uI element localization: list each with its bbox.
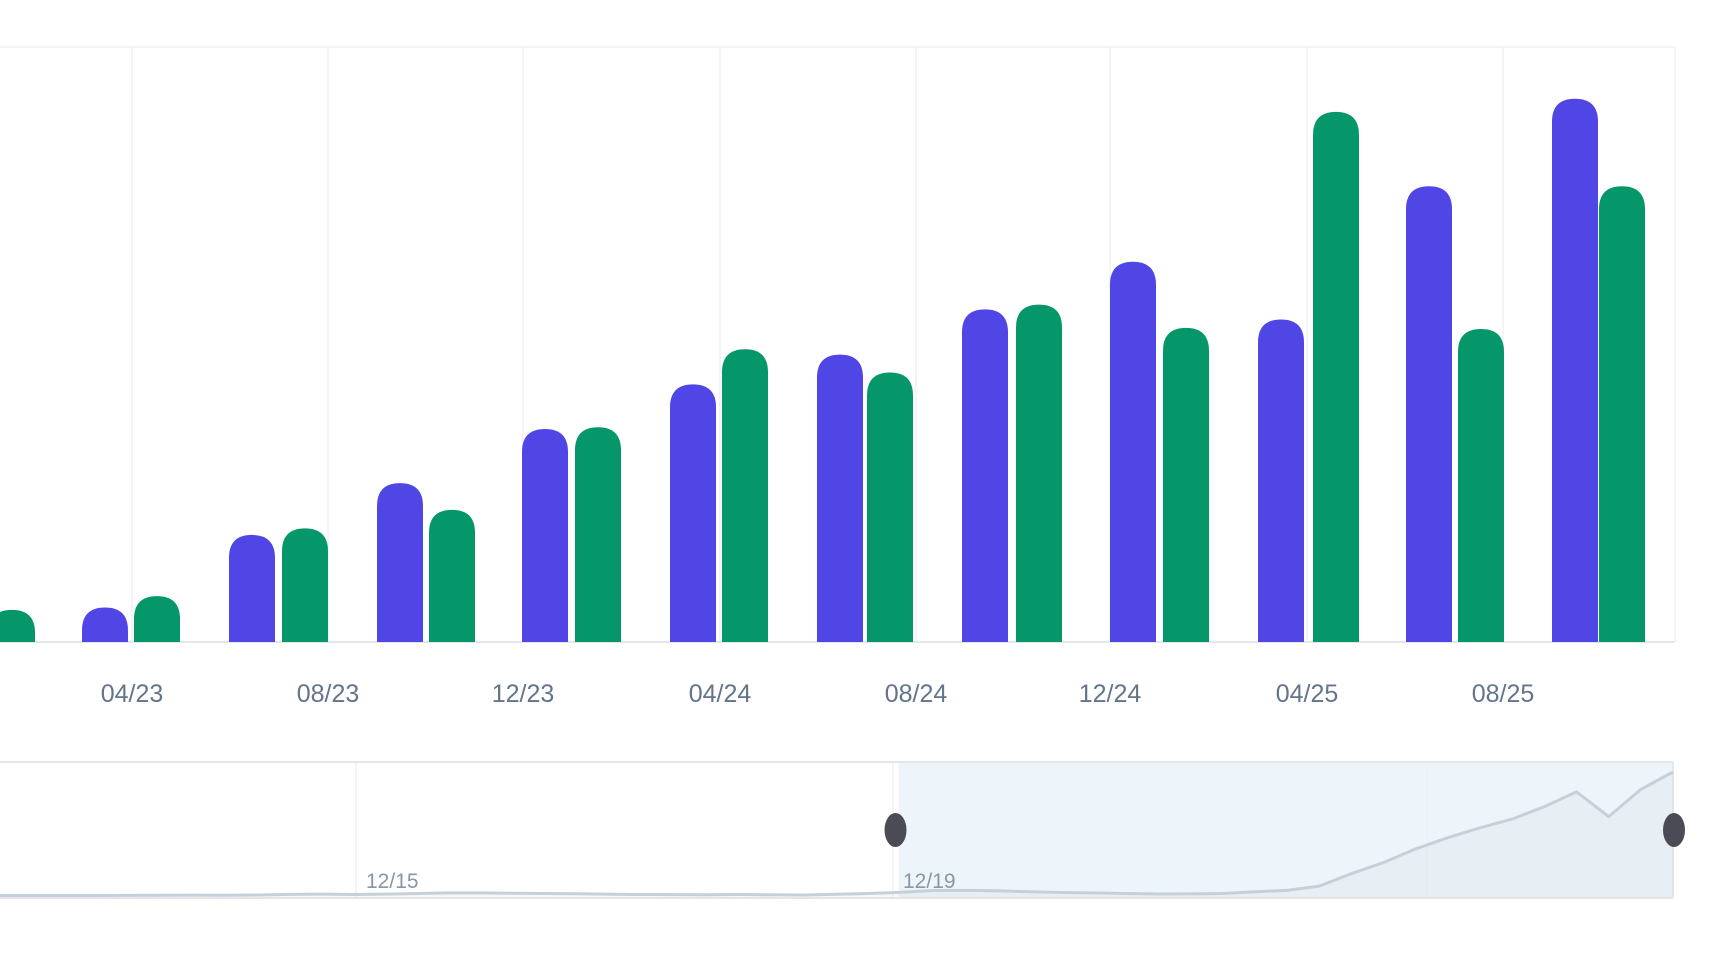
bars [0,98,1645,643]
range-navigator[interactable]: 12/15 12/19 [0,761,1685,899]
bar-purple-6[interactable] [962,309,1008,642]
navigator-trend-area [0,772,1673,898]
navigator-left-handle[interactable] [884,813,907,847]
x-tick-label: 04/24 [689,680,752,708]
bar-purple-2[interactable] [377,483,423,642]
navigator-right-handle[interactable] [1663,813,1685,847]
bar-green-1[interactable] [134,596,180,642]
bar-purple-8[interactable] [1258,319,1304,642]
bar-purple-5[interactable] [817,354,863,642]
bar-purple-7[interactable] [1110,261,1156,642]
bar-green-0[interactable] [0,609,35,642]
bar-purple-3[interactable] [522,428,568,642]
bar-purple-0[interactable] [82,607,128,642]
x-tick-label: 12/24 [1079,680,1142,708]
bar-green-4[interactable] [575,427,621,642]
bar-purple-9[interactable] [1406,186,1452,643]
navigator-tick-label: 12/19 [903,870,956,893]
bar-green-11[interactable] [1599,186,1645,643]
bar-purple-4[interactable] [670,384,716,642]
bar-green-2[interactable] [282,528,328,642]
navigator-trend-line [0,770,1674,897]
bar-green-3[interactable] [429,509,475,642]
bar-green-8[interactable] [1163,327,1209,642]
x-tick-label: 08/24 [885,680,948,708]
x-tick-label: 08/25 [1472,680,1535,708]
bar-green-7[interactable] [1016,304,1062,642]
x-tick-label: 12/23 [492,680,555,708]
x-tick-label: 04/25 [1276,680,1339,708]
navigator-tick-label: 12/15 [366,870,419,893]
x-tick-label: 08/23 [297,680,360,708]
x-axis-ticks: 04/23 08/23 12/23 04/24 08/24 12/24 04/25 08/25 [101,680,1535,708]
bar-green-10[interactable] [1458,329,1504,642]
bar-purple-1[interactable] [229,534,275,642]
bar-green-5[interactable] [722,349,768,642]
bar-green-6[interactable] [867,372,913,642]
navigator-selection[interactable] [898,762,1674,898]
bar-purple-10[interactable] [1552,98,1598,642]
x-tick-label: 04/23 [101,680,164,708]
bar-green-9[interactable] [1313,111,1359,643]
